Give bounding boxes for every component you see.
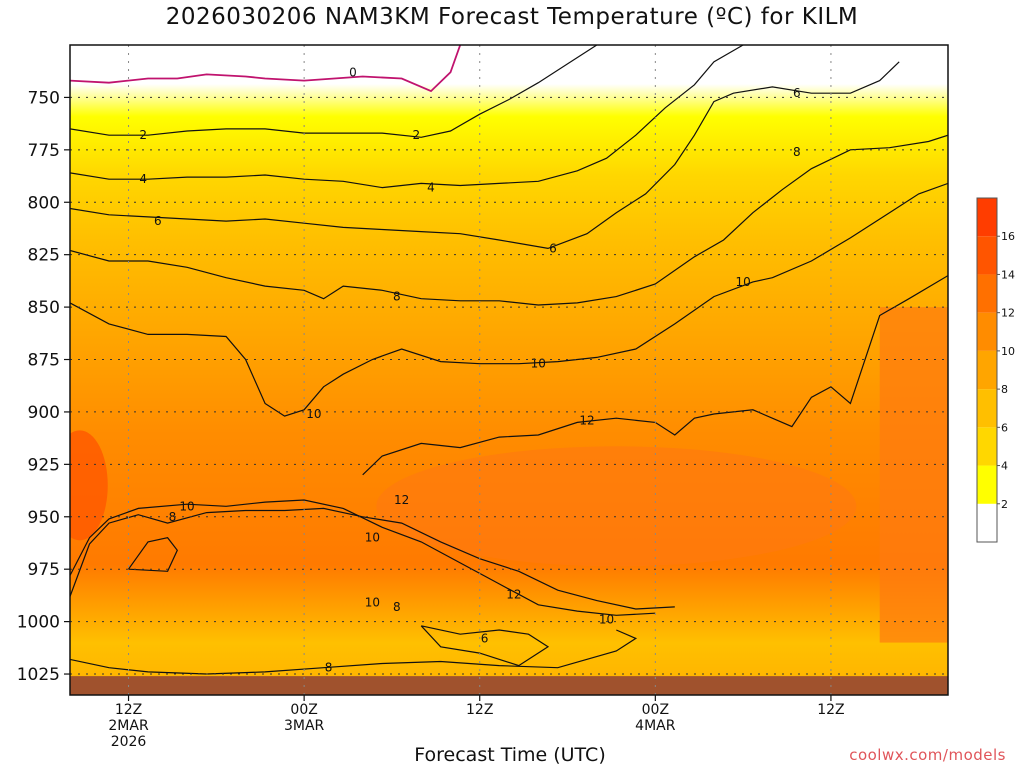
x-tick-label: 12Z — [466, 702, 493, 718]
colorbar-swatch — [977, 274, 997, 313]
contour-10 — [70, 182, 948, 417]
y-tick-label: 925 — [28, 455, 60, 475]
contour-label: 10 — [531, 357, 546, 371]
colorbar-swatch — [977, 312, 997, 351]
warm-region — [879, 307, 948, 643]
contour-label: 6 — [549, 241, 557, 255]
colorbar-label: 14 — [1001, 268, 1015, 281]
contour-label: 8 — [793, 145, 801, 159]
y-tick-label: 875 — [28, 351, 60, 371]
contour-4 — [70, 45, 744, 189]
contour-label: 4 — [139, 172, 147, 186]
ground-strip — [70, 676, 948, 695]
contour-label: 2 — [139, 128, 147, 142]
y-tick-label: 1000 — [17, 613, 60, 633]
colorbar-label: 2 — [1001, 498, 1008, 511]
contour-2 — [70, 45, 598, 138]
x-tick-label: 00Z — [642, 702, 669, 718]
colorbar-swatch — [977, 389, 997, 428]
credit-link[interactable]: coolwx.com/models — [849, 746, 1006, 764]
contour-label: 0 — [349, 65, 357, 79]
y-tick-label: 975 — [28, 560, 60, 580]
contour-label: 12 — [579, 413, 594, 427]
contour-label: 6 — [481, 631, 489, 645]
colorbar-label: 16 — [1001, 230, 1015, 243]
chart-title: 2026030206 NAM3KM Forecast Temperature (… — [165, 4, 859, 30]
contour-8 — [70, 507, 675, 610]
x-tick-label: 2MAR — [108, 718, 149, 734]
contour-8 — [70, 629, 638, 675]
contour-label: 8 — [393, 600, 401, 614]
contour-label: 12 — [506, 587, 521, 601]
x-tick-label: 3MAR — [284, 718, 325, 734]
colorbar-swatch — [977, 503, 997, 542]
colorbar-label: 6 — [1001, 421, 1008, 434]
contour-12 — [362, 275, 948, 476]
colorbar-label: 4 — [1001, 460, 1008, 473]
contour-label: 2 — [413, 128, 421, 142]
contour-0 — [70, 45, 462, 93]
y-tick-label: 800 — [28, 193, 60, 213]
warm-region — [70, 430, 108, 541]
colorbar-label: 12 — [1001, 307, 1015, 320]
contour-6 — [128, 537, 178, 572]
contour-label: 10 — [179, 499, 194, 513]
plot-frame — [69, 44, 949, 696]
colorbar-swatch — [977, 427, 997, 466]
contour-8 — [70, 134, 948, 306]
colorbar-swatch — [977, 350, 997, 390]
contour-6 — [70, 61, 900, 250]
x-tick-label: 00Z — [290, 702, 317, 718]
colorbar-swatch — [977, 198, 997, 237]
x-tick-label: 4MAR — [635, 718, 676, 734]
y-tick-label: 850 — [28, 298, 60, 318]
contour-label: 10 — [735, 275, 750, 289]
y-tick-label: 1025 — [17, 665, 60, 685]
contour-6 — [420, 625, 550, 667]
contour-10 — [70, 499, 656, 616]
contour-label: 8 — [325, 661, 333, 675]
warm-region — [376, 446, 857, 567]
contour-label: 12 — [394, 493, 409, 507]
x-axis-label: Forecast Time (UTC) — [414, 744, 606, 766]
y-tick-label: 950 — [28, 508, 60, 528]
y-tick-label: 775 — [28, 141, 60, 161]
colorbar-label: 8 — [1001, 383, 1008, 396]
contour-label: 8 — [169, 510, 177, 524]
contour-label: 8 — [393, 290, 401, 304]
colorbar-swatch — [977, 236, 997, 275]
y-tick-label: 825 — [28, 246, 60, 266]
y-tick-label: 750 — [28, 88, 60, 108]
contour-label: 10 — [599, 613, 614, 627]
contour-label: 4 — [427, 181, 435, 195]
temperature-field — [70, 45, 948, 695]
colorbar-swatch — [977, 465, 997, 504]
x-tick-label: 12Z — [817, 702, 844, 718]
colorbar-label: 10 — [1001, 345, 1015, 358]
contour-label: 10 — [365, 596, 380, 610]
contour-label: 6 — [154, 214, 162, 228]
contour-label: 6 — [793, 86, 801, 100]
x-tick-label: 12Z — [115, 702, 142, 718]
contour-label: 10 — [365, 531, 380, 545]
colorbar-frame — [976, 197, 998, 543]
x-tick-label: 2026 — [111, 734, 147, 750]
y-tick-label: 900 — [28, 403, 60, 423]
contour-label: 10 — [306, 407, 321, 421]
